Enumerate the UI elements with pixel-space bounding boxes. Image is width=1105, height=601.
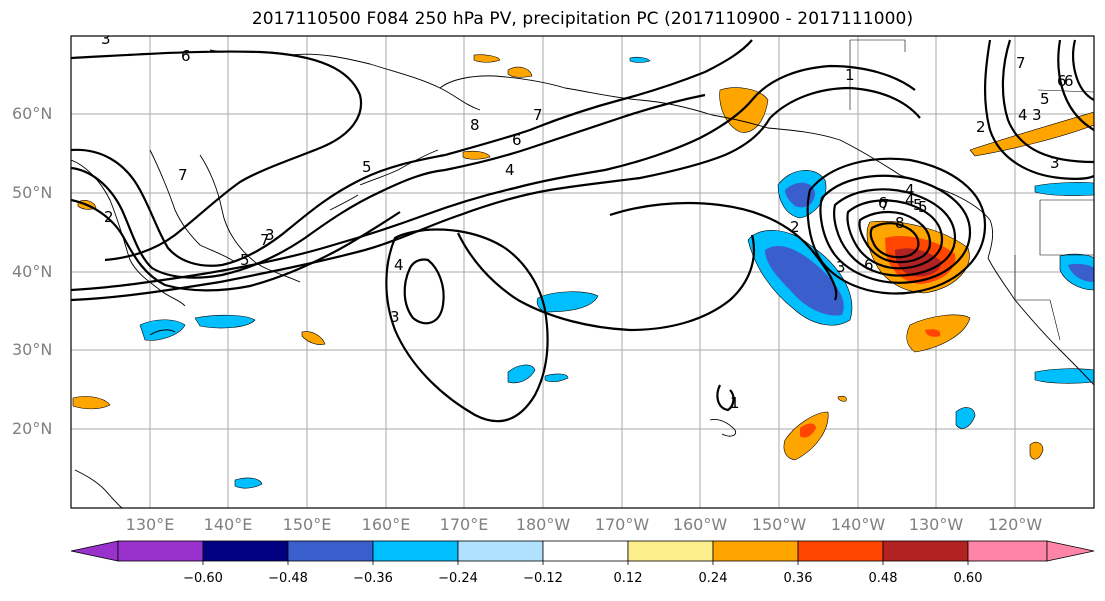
contour-label: 8 [470, 116, 480, 134]
colorbar-tick-label: 0.24 [698, 571, 728, 586]
lon-label: 170°W [594, 515, 650, 534]
colorbar-extend-right [1046, 540, 1095, 562]
contour-label: 5 [1040, 90, 1050, 108]
colorbar-segment [287, 540, 374, 562]
lat-label: 30°N [12, 340, 53, 359]
contour-label: 5 [240, 251, 250, 269]
map-frame [70, 35, 1095, 509]
colorbar-segment [797, 540, 884, 562]
lon-label: 130°W [908, 515, 964, 534]
colorbar-tick-label: −0.60 [183, 571, 223, 586]
contour-label: 6 [181, 47, 191, 65]
colorbar-segment [627, 540, 714, 562]
lon-label: 150°W [751, 515, 807, 534]
contour-label: 5 [362, 158, 372, 176]
contour-label: 4 [1018, 106, 1028, 124]
contour-label: 6 [864, 256, 874, 274]
colorbar-tick-label: −0.48 [268, 571, 308, 586]
contour-label: 1 [730, 394, 740, 412]
lon-label: 150°E [282, 515, 332, 534]
colorbar-extend-left [70, 540, 119, 562]
contour-label: 3 [836, 258, 846, 276]
gridlines [71, 36, 1094, 508]
colorbar-segment [202, 540, 289, 562]
contour-label: 2 [790, 218, 800, 236]
lon-label: 140°W [830, 515, 886, 534]
contour-label: 5 [913, 196, 923, 214]
lon-label: 180°W [515, 515, 571, 534]
colorbar-segment [457, 540, 544, 562]
contour-label: 3 [1032, 106, 1042, 124]
contour-label: 8 [895, 214, 905, 232]
colorbar-segment [372, 540, 459, 562]
lon-label: 160°W [672, 515, 728, 534]
contour-label: 6 [1057, 72, 1067, 90]
lat-label: 40°N [12, 262, 53, 281]
colorbar-tick-label: 0.48 [868, 571, 898, 586]
contour-label: 6 [1064, 72, 1074, 90]
contour-label: 3 [101, 30, 111, 48]
lat-label: 20°N [12, 419, 53, 438]
contour-label: 2 [104, 208, 114, 226]
lat-label: 50°N [12, 183, 53, 202]
colorbar-segment [712, 540, 799, 562]
colorbar-segment [542, 540, 629, 562]
colorbar-tick-label: −0.36 [353, 571, 393, 586]
colorbar-segment [117, 540, 204, 562]
map-title: 2017110500 F084 250 hPa PV, precipitatio… [251, 9, 914, 29]
lon-label: 160°E [361, 515, 411, 534]
colorbar-tick-label: −0.24 [438, 571, 478, 586]
contour-label: 7 [260, 231, 270, 249]
contour-label: 3 [265, 226, 275, 244]
colorbar-tick-label: 0.36 [783, 571, 813, 586]
contour-label: 4 [505, 161, 515, 179]
contour-label: 7 [533, 106, 543, 124]
contour-label: 4 [394, 256, 404, 274]
colorbar-segment [882, 540, 969, 562]
contour-label: 1 [845, 66, 855, 84]
contour-labels: 6 3 7 8 6 7 5 4 7 2 5 3 4 3 6 5 4 6 7 8 … [101, 30, 1074, 412]
contour-label: 5 [918, 198, 928, 216]
contour-label: 6 [878, 194, 888, 212]
lat-label: 60°N [12, 104, 53, 123]
contour-label: 7 [1016, 54, 1026, 72]
lon-label: 170°E [439, 515, 489, 534]
colorbar-tick-label: 0.60 [953, 571, 983, 586]
colorbar-tick-label: −0.12 [523, 571, 563, 586]
contour-label: 4 [905, 181, 915, 199]
contour-label: 4 [905, 191, 915, 209]
colorbar-tick-label: 0.12 [613, 571, 643, 586]
lon-label: 130°E [125, 515, 175, 534]
colorbar-segment [967, 540, 1048, 562]
contour-label: 6 [512, 131, 522, 149]
lon-label: 140°E [203, 515, 253, 534]
contour-label: 3 [1050, 154, 1060, 172]
colorbar [70, 540, 1095, 565]
contour-label: 3 [390, 308, 400, 326]
pv-contours [71, 39, 1094, 423]
contour-label: 7 [178, 166, 188, 184]
lon-label: 120°W [987, 515, 1043, 534]
contour-label: 7 [880, 196, 890, 214]
contour-label: 2 [976, 118, 986, 136]
